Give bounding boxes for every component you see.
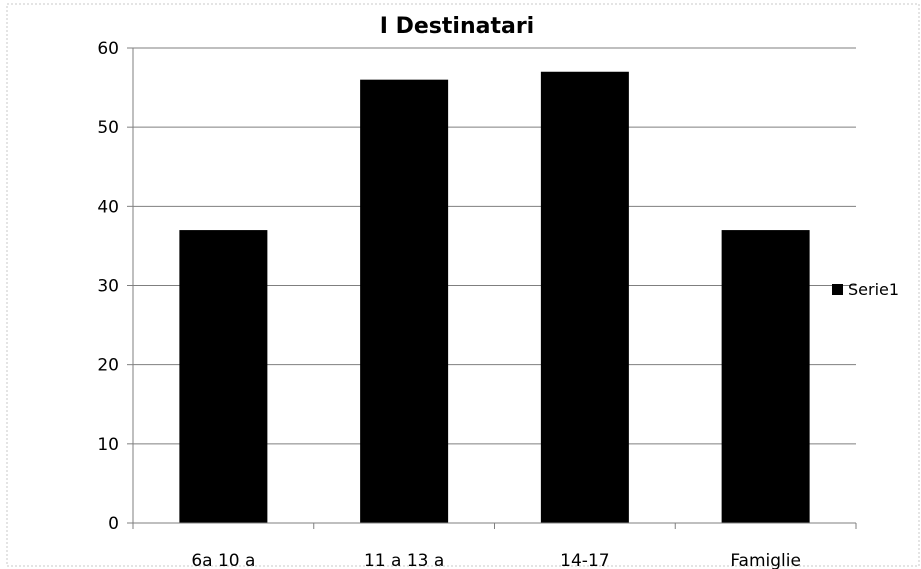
y-tick-label: 0: [108, 514, 119, 534]
bar-0: [179, 230, 268, 524]
chart-frame: [6, 3, 920, 567]
y-tick-label: 40: [97, 197, 119, 217]
chart-title: I Destinatari: [380, 14, 534, 39]
bar-3: [721, 230, 810, 524]
x-tick-label: 14-17: [560, 551, 609, 569]
bar-1: [360, 79, 449, 524]
y-tick-label: 10: [97, 435, 119, 455]
y-tick-label: 50: [97, 118, 119, 138]
legend-swatch-serie1: [832, 284, 843, 295]
y-tick-label: 20: [97, 356, 119, 376]
axes: 0 10 20 30 40 50 60 6a 10 a 11 a 13 a 14-17 Famigl…: [97, 39, 857, 569]
legend: Serie1: [832, 280, 899, 299]
x-tick-label: Famiglie: [730, 551, 801, 569]
x-tick-label: 6a 10 a: [191, 551, 255, 569]
y-tick-label: 60: [97, 39, 119, 59]
x-tick-label: 11 a 13 a: [364, 551, 444, 569]
y-tick-label: 30: [97, 277, 119, 297]
bar-2: [540, 71, 629, 523]
bars: [179, 71, 810, 524]
legend-label-serie1: Serie1: [848, 280, 899, 299]
